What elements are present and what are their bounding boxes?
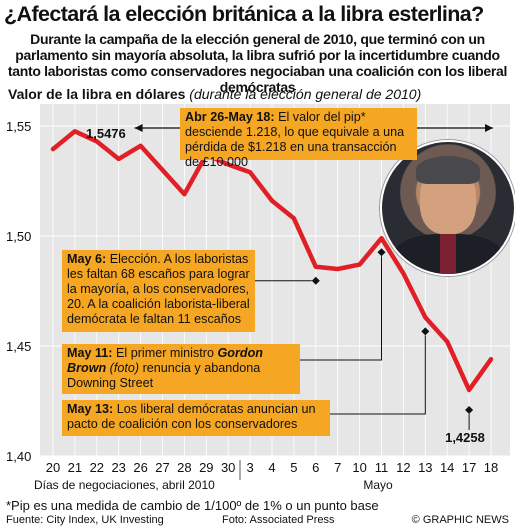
axis-caption: Valor de la libra en dólares (durante la…: [8, 86, 421, 102]
annotation-pip-lead: Abr 26-May 18:: [185, 110, 275, 124]
x-tick-label-12: 6: [312, 460, 319, 475]
y-tick-label-3: 1,55: [6, 119, 31, 134]
series-point-5: [161, 169, 164, 171]
series-point-14: [358, 263, 361, 266]
y-tick-label-1: 1,45: [6, 339, 31, 354]
annotation-may11-name: Gordon Brown: [67, 346, 263, 375]
x-tick-label-14: 10: [352, 460, 366, 475]
x-tick-label-11: 5: [290, 460, 297, 475]
annotation-may13-lead: May 13:: [67, 402, 114, 416]
leader-may13: [330, 335, 426, 415]
x-tick-label-10: 4: [268, 460, 275, 475]
x-tick-label-7: 29: [199, 460, 213, 475]
page-subtitle: Durante la campaña de la elección genera…: [7, 31, 508, 95]
low-marker: [465, 406, 474, 414]
range-arrow-head-right: [485, 124, 493, 132]
y-axis-ticks: 1,40 1,45 1,50 1,55: [6, 119, 31, 464]
x-tick-label-6: 28: [177, 460, 191, 475]
series-point-20: [490, 358, 492, 361]
marker-may11: [377, 248, 386, 257]
annotation-may6: May 6: Elección. A los laboristas les fa…: [62, 250, 255, 332]
series-point-4: [139, 145, 142, 147]
x-tick-label-20: 18: [484, 460, 498, 475]
source-credit: Fuente: City Index, UK Investing: [6, 514, 164, 526]
annotation-pip: Abr 26-May 18: El valor del pip* descien…: [180, 108, 417, 169]
x-tick-label-3: 23: [111, 460, 125, 475]
x-tick-label-13: 7: [334, 460, 341, 475]
annotation-pip-text: El valor del pip* desciende 1.218, lo qu…: [185, 110, 405, 169]
series-point-15: [380, 237, 383, 239]
axis-caption-main: Valor de la libra en dólares: [8, 86, 186, 102]
photo-credit: Foto: Associated Press: [222, 514, 335, 526]
annotation-may11-text-a: El primer ministro: [112, 346, 218, 360]
gordon-brown-photo: [380, 140, 515, 276]
series-point-17: [424, 316, 427, 319]
range-arrow-head-left: [134, 124, 143, 132]
leader-may11: [300, 256, 382, 361]
series-point-12: [315, 266, 317, 268]
x-tick-label-15: 11: [375, 460, 389, 475]
annotation-may11-photo-note: (foto): [106, 361, 140, 375]
series-point-1: [74, 130, 76, 133]
x-tick-label-4: 26: [133, 460, 147, 475]
annotation-may6-text: Elección. A los laboristas les faltan 68…: [67, 252, 250, 326]
series-point-9: [249, 171, 251, 173]
annotation-may13-text: Los liberal demócratas anuncian un pacto…: [67, 402, 316, 431]
series-layer: [50, 129, 494, 393]
annotation-may11-text-b: renuncia y abandona Downing Street: [67, 361, 261, 390]
annotation-may11: May 11: El primer ministro Gordon Brown …: [62, 344, 300, 394]
x-tick-label-9: 3: [246, 460, 253, 475]
series-point-18: [446, 340, 449, 343]
low-value-label: 1,4258: [445, 430, 485, 445]
peak-value-label: 1,5476: [86, 126, 126, 141]
x-tick-label-1: 21: [68, 460, 82, 475]
x-tick-label-18: 14: [440, 460, 454, 475]
y-tick-label-2: 1,50: [6, 229, 31, 244]
series-point-0: [52, 148, 54, 150]
series-point-13: [336, 268, 339, 270]
series-point-11: [293, 217, 295, 220]
axis-caption-note: (durante la elección general de 2010): [189, 86, 422, 102]
series-point-2: [96, 140, 98, 143]
page-title: ¿Afectará la elección británica a la lib…: [4, 2, 484, 26]
annotation-may13: May 13: Los liberal demócratas anuncian …: [62, 400, 330, 436]
series-point-6: [183, 193, 186, 195]
series-point-3: [117, 158, 120, 160]
annotation-may11-lead: May 11:: [67, 346, 113, 360]
x-tick-label-5: 27: [155, 460, 169, 475]
value-callouts: 1,5476 1,4258: [86, 126, 485, 445]
x-tick-label-19: 17: [462, 460, 476, 475]
x-tick-label-2: 22: [90, 460, 104, 475]
series-point-19: [468, 389, 470, 391]
x-tick-label-8: 30: [221, 460, 235, 475]
marker-may13: [421, 327, 430, 336]
x-group-label-may: Mayo: [363, 478, 393, 492]
event-markers: [255, 248, 430, 415]
footnote: *Pip es una medida de cambio de 1/100º d…: [6, 498, 379, 513]
series-point-8: [227, 163, 229, 166]
x-group-label-april: Días de negociaciones, abril 2010: [34, 478, 215, 492]
x-tick-label-0: 20: [46, 460, 60, 475]
x-axis-labels: 20 21 22 23 26 27 28 29 30 3 4 5 6 7 10 11 12 13 14 17 18 Día…: [34, 460, 498, 492]
photo-tie: [440, 234, 456, 274]
x-tick-label-16: 12: [396, 460, 410, 475]
marker-may6: [311, 276, 320, 285]
x-tick-label-17: 13: [418, 460, 432, 475]
annotation-may6-lead: May 6:: [67, 252, 107, 266]
brand-credit: © GRAPHIC NEWS: [411, 514, 509, 526]
y-tick-label-0: 1,40: [6, 449, 31, 464]
series-point-10: [271, 200, 273, 202]
photo-hair: [416, 156, 480, 184]
